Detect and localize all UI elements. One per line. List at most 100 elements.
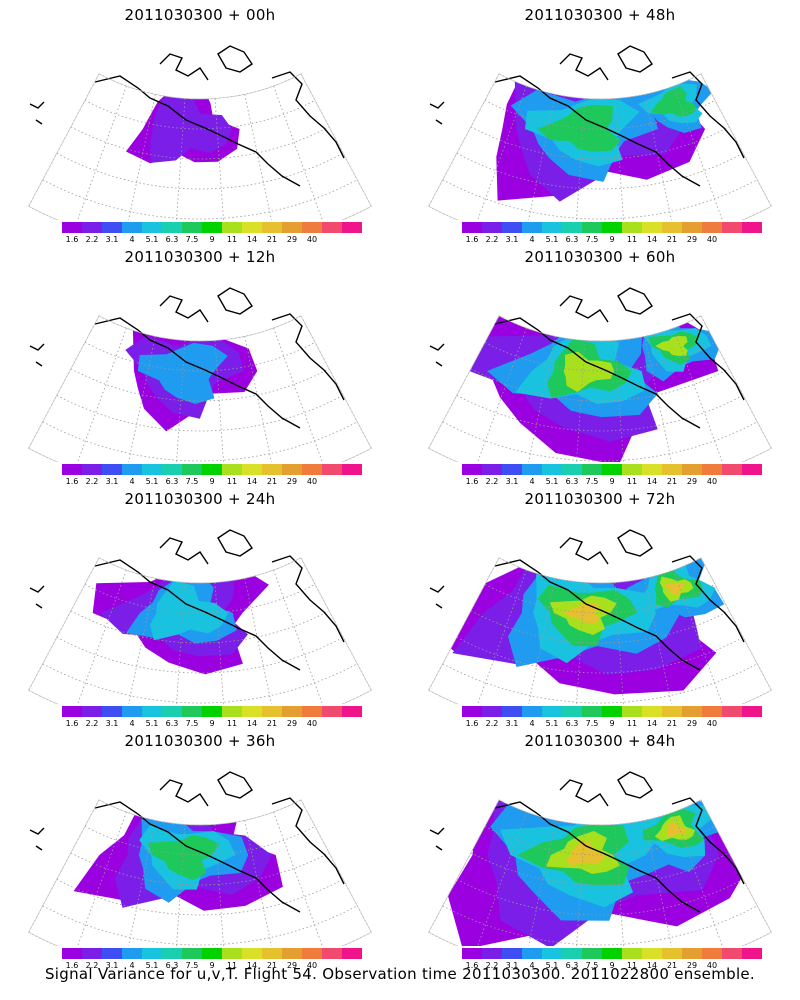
colorbar-tick-label: 3.1 xyxy=(105,961,119,970)
colorbar-tick-label: 14 xyxy=(246,719,258,728)
colorbar-tick-label: 6.3 xyxy=(165,477,179,486)
colorbar-swatch xyxy=(322,706,342,717)
colorbar-swatch xyxy=(102,706,122,717)
contour-fill xyxy=(150,580,229,641)
colorbar-swatch xyxy=(162,706,182,717)
colorbar-swatch xyxy=(482,706,502,717)
panel-title: 2011030300 + 48h xyxy=(524,6,676,24)
colorbar-swatch xyxy=(482,222,502,233)
colorbar-swatch xyxy=(102,948,122,959)
colorbar-swatch xyxy=(242,706,262,717)
colorbar-tick-label: 29 xyxy=(686,719,698,728)
colorbar-swatch xyxy=(542,948,562,959)
colorbar-swatch xyxy=(462,464,482,475)
colorbar-tick-label: 14 xyxy=(646,477,658,486)
panel-title: 2011030300 + 24h xyxy=(124,490,276,508)
colorbar-swatch xyxy=(742,706,762,717)
colorbar-swatch xyxy=(702,706,722,717)
map-border xyxy=(28,799,372,946)
colorbar-swatch xyxy=(202,706,222,717)
colorbar-swatch xyxy=(522,948,542,959)
colorbar-tick-label: 40 xyxy=(706,235,718,244)
colorbar-tick-label: 1.6 xyxy=(65,961,79,970)
colorbar-tick-label: 6.3 xyxy=(565,477,579,486)
colorbar-swatch xyxy=(682,948,702,959)
colorbar-tick-label: 5.1 xyxy=(145,235,159,244)
contour-fill xyxy=(655,336,688,356)
colorbar-tick-label: 1.6 xyxy=(65,477,79,486)
colorbar-tick-label: 11 xyxy=(226,961,238,970)
colorbar-swatch xyxy=(162,222,182,233)
colorbar xyxy=(62,706,362,717)
colorbar-swatch xyxy=(622,706,642,717)
colorbar-swatch xyxy=(62,706,82,717)
colorbar-swatch xyxy=(682,464,702,475)
colorbar-tick-label: 6.3 xyxy=(165,235,179,244)
colorbar-swatch xyxy=(262,464,282,475)
colorbar-tick-label: 11 xyxy=(626,961,638,970)
colorbar-tick-label: 14 xyxy=(646,235,658,244)
map-border xyxy=(428,799,772,946)
colorbar-swatch xyxy=(602,222,622,233)
colorbar-swatch xyxy=(162,948,182,959)
colorbar-tick-label: 21 xyxy=(666,477,678,486)
colorbar-swatch xyxy=(642,948,662,959)
panel-title: 2011030300 + 00h xyxy=(124,6,276,24)
colorbar-tick-label: 40 xyxy=(706,719,718,728)
colorbar-tick-label: 6.3 xyxy=(565,719,579,728)
colorbar-tick-label: 3.1 xyxy=(105,719,119,728)
forecast-panel: 2011030300 + 48h 1.6 2.2 3.1 4 5.1 6.3 7.5 9 11 14… xyxy=(400,0,800,245)
contour-fill xyxy=(537,104,621,152)
colorbar xyxy=(62,464,362,475)
map-border xyxy=(428,557,772,704)
colorbar-tick-label: 29 xyxy=(286,235,298,244)
colorbar-swatch xyxy=(742,222,762,233)
colorbar-swatch xyxy=(182,222,202,233)
colorbar-tick-label: 6.3 xyxy=(165,961,179,970)
colorbar-swatch xyxy=(462,222,482,233)
colorbar-tick-label: 5.1 xyxy=(545,961,559,970)
colorbar-tick-labels: 1.6 2.2 3.1 4 5.1 6.3 7.5 9 11 14 21 29 40 xyxy=(400,961,800,971)
colorbar-swatch xyxy=(742,948,762,959)
colorbar-tick-labels: 1.6 2.2 3.1 4 5.1 6.3 7.5 9 11 14 21 29 40 xyxy=(0,961,400,971)
colorbar-swatch xyxy=(242,222,262,233)
colorbar-tick-label: 4 xyxy=(529,235,535,244)
colorbar-swatch xyxy=(322,948,342,959)
colorbar-swatch xyxy=(122,222,142,233)
colorbar-tick-label: 4 xyxy=(129,961,135,970)
coastline xyxy=(29,529,345,671)
colorbar-tick-label: 7.5 xyxy=(585,719,599,728)
variance-field xyxy=(73,799,283,911)
colorbar-swatch xyxy=(722,706,742,717)
colorbar-swatch xyxy=(622,222,642,233)
colorbar-swatch xyxy=(482,464,502,475)
colorbar-swatch xyxy=(462,948,482,959)
colorbar-swatch xyxy=(302,706,322,717)
colorbar-swatch xyxy=(302,222,322,233)
colorbar-swatch xyxy=(222,706,242,717)
colorbar-swatch xyxy=(722,464,742,475)
colorbar-swatch xyxy=(582,464,602,475)
colorbar-tick-label: 7.5 xyxy=(585,961,599,970)
colorbar-swatch xyxy=(122,948,142,959)
colorbar-swatch xyxy=(522,464,542,475)
colorbar-swatch xyxy=(222,948,242,959)
colorbar-swatch xyxy=(142,948,162,959)
coastline xyxy=(429,45,745,187)
colorbar-tick-label: 2.2 xyxy=(85,235,99,244)
colorbar-tick-label: 6.3 xyxy=(565,961,579,970)
colorbar xyxy=(462,222,762,233)
coastline xyxy=(429,287,745,429)
map-plot xyxy=(28,529,372,704)
colorbar-swatch xyxy=(542,706,562,717)
colorbar-swatch xyxy=(562,222,582,233)
colorbar-tick-label: 21 xyxy=(266,961,278,970)
contour-fill xyxy=(563,603,600,623)
colorbar xyxy=(62,222,362,233)
coastline xyxy=(429,529,745,671)
colorbar-swatch xyxy=(82,464,102,475)
forecast-panel: 2011030300 + 00h 1.6 2.2 3.1 4 5.1 6.3 7.5 9 11 14… xyxy=(0,0,400,245)
colorbar-tick-label: 21 xyxy=(666,961,678,970)
colorbar-swatch xyxy=(662,948,682,959)
colorbar-tick-label: 14 xyxy=(646,719,658,728)
